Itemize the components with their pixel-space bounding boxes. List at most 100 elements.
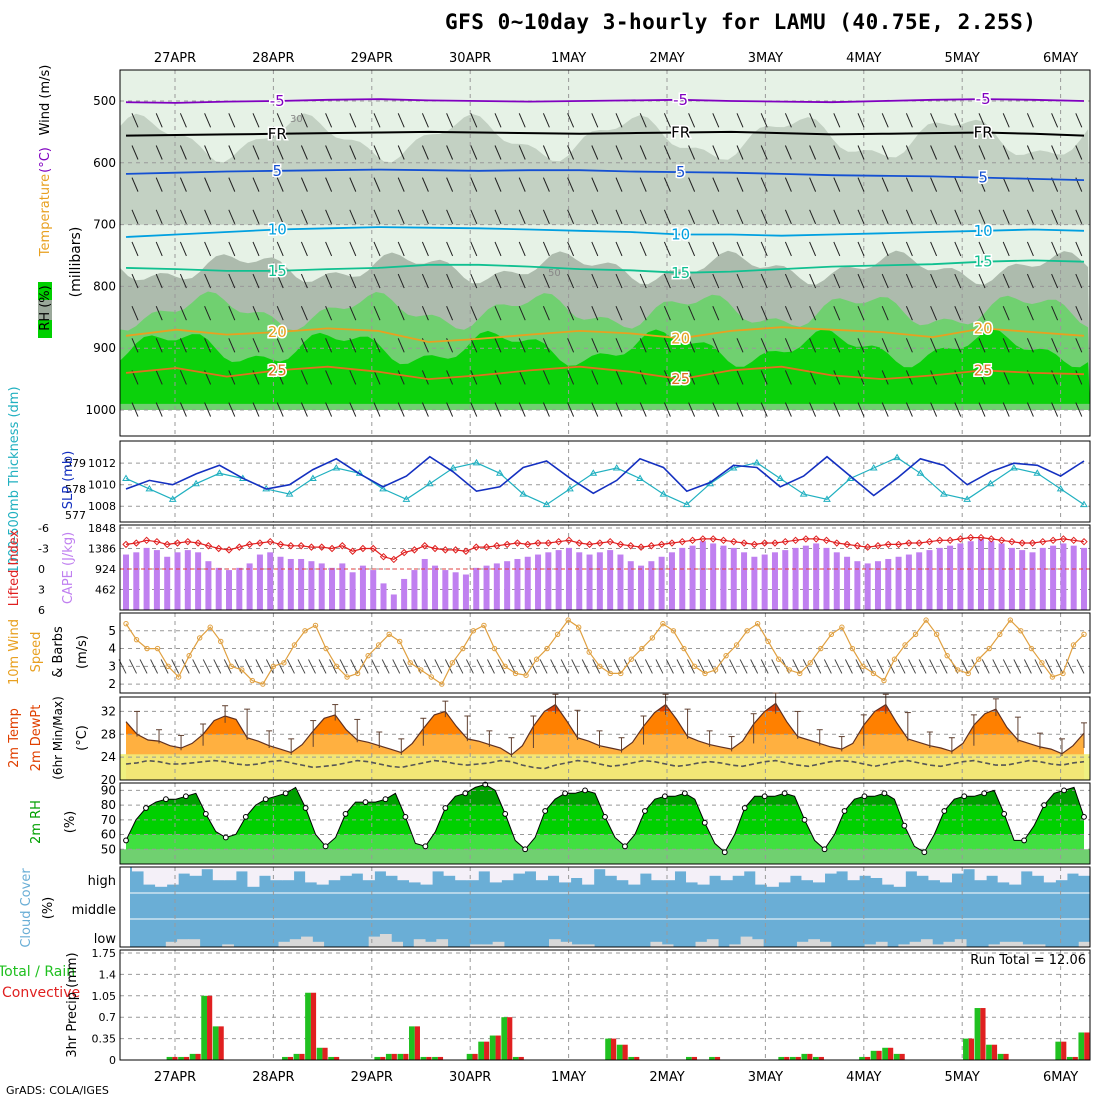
high-cloud-gap (1032, 867, 1045, 876)
wind-barb (397, 305, 405, 321)
wind-barb (639, 177, 647, 192)
wind-barb (276, 241, 284, 257)
wind-barb (373, 177, 381, 192)
date-label-bottom: 1MAY (551, 1070, 586, 1085)
li-marker (925, 537, 934, 546)
wind10-barb (381, 659, 390, 674)
cape-bar (493, 563, 500, 610)
precip-total-bar (870, 1050, 877, 1060)
wind-barb (446, 113, 454, 128)
wind-legend-label: Wind (m/s) (38, 65, 53, 136)
precip-convective-bar (507, 1017, 513, 1060)
li-marker (575, 539, 583, 547)
high-cloud-gap (570, 867, 583, 878)
cape-bar (658, 556, 665, 610)
precip-total-bar (616, 1044, 623, 1060)
slp-tick-label: 1008 (88, 500, 116, 513)
precip-tick-label: 0 (109, 1054, 116, 1067)
cape-tick-label: 1386 (88, 543, 116, 556)
li-tick-label: -6 (38, 522, 49, 535)
precip-total-bar (882, 1047, 889, 1060)
cape-bar (833, 552, 840, 610)
wind-barb (1002, 305, 1010, 321)
wind-barb (712, 338, 720, 353)
high-cloud-gap (235, 867, 248, 872)
wind10-line (125, 619, 1085, 685)
precip-convective-bar (322, 1047, 328, 1060)
li-marker (462, 547, 470, 555)
rh-marker (921, 849, 928, 856)
wind-barb (252, 241, 260, 257)
low-cloud-bar (492, 941, 505, 947)
cape-bar (1070, 545, 1077, 610)
high-cloud-gap (339, 867, 352, 876)
wind10-marker (1007, 617, 1014, 623)
pressure-tick-label: 800 (93, 279, 116, 293)
wind-barb (712, 402, 720, 417)
high-cloud-gap (674, 867, 687, 872)
wind-barb (300, 338, 308, 353)
cape-bar (565, 547, 572, 610)
precip-convective-bar (807, 1053, 813, 1060)
isotherm-label: 5 (272, 162, 282, 180)
wind-barb (300, 209, 308, 224)
precip-convective-bar (495, 1035, 501, 1060)
wind10-barb (981, 659, 990, 674)
wind-barb (325, 273, 333, 289)
cape-bar (153, 550, 160, 610)
li-marker (307, 543, 316, 551)
wind10-barb (665, 659, 674, 674)
cape-bar (638, 565, 645, 610)
wind-barb (736, 209, 744, 224)
li-marker (451, 546, 460, 554)
wind10-marker (207, 624, 213, 630)
wind-barb (1002, 209, 1010, 224)
wind10-barb (655, 659, 664, 674)
high-cloud-gap (559, 867, 572, 883)
wind-barb (591, 177, 599, 192)
low-cloud-bar (999, 941, 1012, 947)
cape-bar (514, 558, 521, 610)
li-marker (740, 539, 748, 547)
wind10-barb (855, 659, 864, 674)
high-cloud-gap (305, 867, 318, 883)
high-cloud-gap (1043, 867, 1056, 883)
precip-convective-bar (299, 1053, 305, 1060)
li-marker (791, 536, 800, 545)
high-cloud-gap (974, 867, 987, 881)
wind10-marker (575, 624, 582, 630)
wind-barb (978, 273, 986, 289)
high-cloud-gap (535, 867, 549, 881)
cape-bar (298, 558, 305, 610)
wind10-marker (786, 667, 792, 673)
wind-barb (155, 113, 163, 128)
temp-axis-label-2: 2m DewPt (29, 705, 44, 772)
rh-legend-swatch-gray (38, 300, 52, 320)
wind-barb (470, 241, 478, 257)
wind-barb (736, 177, 744, 192)
wind10-marker (502, 663, 508, 670)
wind-barb (784, 113, 792, 128)
wind-barb (155, 338, 163, 353)
wind10-frame (119, 612, 1091, 694)
wind10-marker (733, 642, 740, 648)
wind-barb (228, 113, 236, 128)
cape-tick-label: 462 (95, 584, 116, 597)
low-cloud-bar (898, 944, 911, 947)
wind-barb (1002, 402, 1010, 417)
slp-grid (174, 441, 1062, 522)
precip-total-bar (859, 1056, 865, 1060)
wind-barb (1002, 145, 1010, 160)
li-marker (616, 540, 625, 549)
isotherm-label: 20 (974, 319, 993, 337)
wind-barb (349, 177, 357, 192)
low-cloud-bar (177, 939, 189, 947)
wind10-axis-label-3: & Barbs (51, 626, 66, 678)
li-marker (122, 540, 130, 549)
wind-barb (300, 370, 308, 385)
wind-barb (373, 273, 381, 289)
wind-barb (252, 402, 260, 417)
wind10-barb (918, 659, 927, 674)
rh-marker (741, 805, 748, 811)
temp-tick-label: 24 (101, 750, 116, 764)
